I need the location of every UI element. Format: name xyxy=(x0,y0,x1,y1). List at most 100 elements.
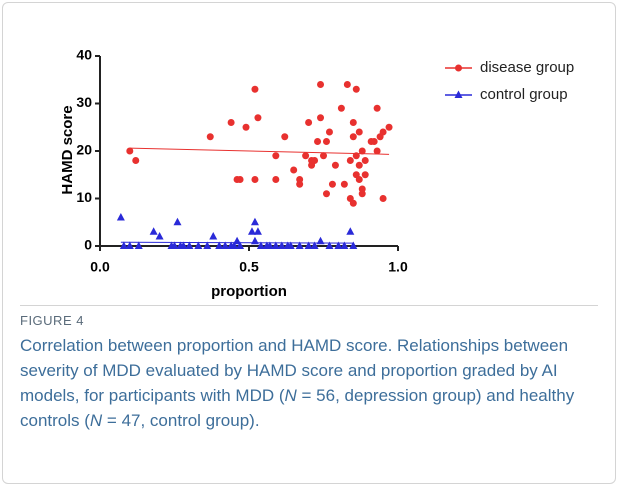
point xyxy=(305,119,313,126)
point xyxy=(272,152,280,160)
point xyxy=(373,104,381,112)
point xyxy=(206,133,214,141)
point xyxy=(317,81,325,88)
point xyxy=(173,217,182,226)
point xyxy=(349,119,357,126)
point xyxy=(236,176,244,183)
point xyxy=(379,128,387,136)
legend-label: disease group xyxy=(480,59,574,76)
point xyxy=(203,241,212,249)
point xyxy=(281,133,289,141)
point xyxy=(331,161,339,169)
point xyxy=(304,241,313,249)
point xyxy=(126,147,134,155)
point xyxy=(247,227,256,235)
point xyxy=(236,241,245,249)
figure-caption: Correlation between proportion and HAMD … xyxy=(20,333,602,433)
y-tick-label: 30 xyxy=(76,94,92,110)
point xyxy=(271,241,280,249)
point xyxy=(349,199,357,207)
point xyxy=(221,241,230,249)
point xyxy=(251,85,259,93)
point xyxy=(317,114,325,122)
point xyxy=(349,133,357,141)
point xyxy=(302,152,310,160)
point xyxy=(277,241,286,249)
caption-text: = 47, control group). xyxy=(102,411,260,430)
caption-text: Correlation between proportion and HAMD … xyxy=(20,336,569,405)
figure-label: FIGURE 4 xyxy=(20,313,84,328)
x-tick-label: 0.0 xyxy=(90,259,110,275)
point xyxy=(134,241,143,249)
point xyxy=(325,241,334,249)
point xyxy=(132,157,140,164)
point xyxy=(316,236,325,245)
point xyxy=(361,171,369,179)
point xyxy=(343,81,351,88)
divider xyxy=(20,305,598,306)
point xyxy=(355,176,363,183)
legend-marker xyxy=(455,64,462,72)
point xyxy=(230,241,239,249)
point xyxy=(272,176,280,183)
point xyxy=(119,241,128,249)
point xyxy=(379,195,387,202)
legend-marker xyxy=(454,90,463,98)
point xyxy=(253,227,262,235)
point xyxy=(311,157,319,164)
point xyxy=(340,241,349,249)
point xyxy=(355,128,363,136)
point xyxy=(233,236,242,245)
point xyxy=(290,166,298,174)
point xyxy=(310,241,319,249)
caption-text: = 56, depression group) and healthy cont… xyxy=(20,386,575,430)
x-axis-label: proportion xyxy=(211,283,287,300)
point xyxy=(227,119,235,126)
point xyxy=(352,85,360,93)
point xyxy=(355,161,363,169)
caption-italic: N xyxy=(284,386,297,405)
point xyxy=(170,241,179,249)
point xyxy=(286,241,295,249)
point xyxy=(349,241,358,249)
point xyxy=(296,176,304,183)
point xyxy=(215,241,224,249)
point xyxy=(320,152,327,160)
point xyxy=(334,241,343,249)
point xyxy=(361,157,369,164)
point xyxy=(149,227,158,235)
y-axis-label: HAMD score xyxy=(59,105,76,194)
figure-card xyxy=(2,2,616,484)
point xyxy=(352,152,360,160)
point xyxy=(346,227,355,235)
chart: proportion HAMD score 0 10 20 30 40 0.0 0.5 1.0… xyxy=(59,47,574,300)
point xyxy=(322,138,330,145)
point xyxy=(194,241,203,249)
point xyxy=(185,241,194,249)
point xyxy=(256,241,265,249)
y-tick-label: 20 xyxy=(76,142,92,158)
point xyxy=(116,213,125,221)
y-tick-label: 0 xyxy=(84,237,92,253)
legend-label: control group xyxy=(480,86,568,103)
x-tick-label: 0.5 xyxy=(239,259,259,275)
point xyxy=(328,180,336,188)
point xyxy=(325,128,333,136)
point xyxy=(179,241,188,249)
point xyxy=(373,147,381,155)
point xyxy=(265,241,274,249)
point xyxy=(250,236,259,245)
point xyxy=(251,176,259,183)
point xyxy=(337,104,345,112)
point xyxy=(314,138,322,145)
point xyxy=(254,114,262,122)
caption-italic: N xyxy=(89,411,103,430)
y-tick-label: 40 xyxy=(76,47,92,63)
point xyxy=(125,241,134,249)
point xyxy=(209,232,218,240)
point xyxy=(346,157,354,164)
point xyxy=(295,241,304,249)
point xyxy=(340,180,348,188)
point xyxy=(385,123,393,131)
trend-line xyxy=(129,147,390,155)
